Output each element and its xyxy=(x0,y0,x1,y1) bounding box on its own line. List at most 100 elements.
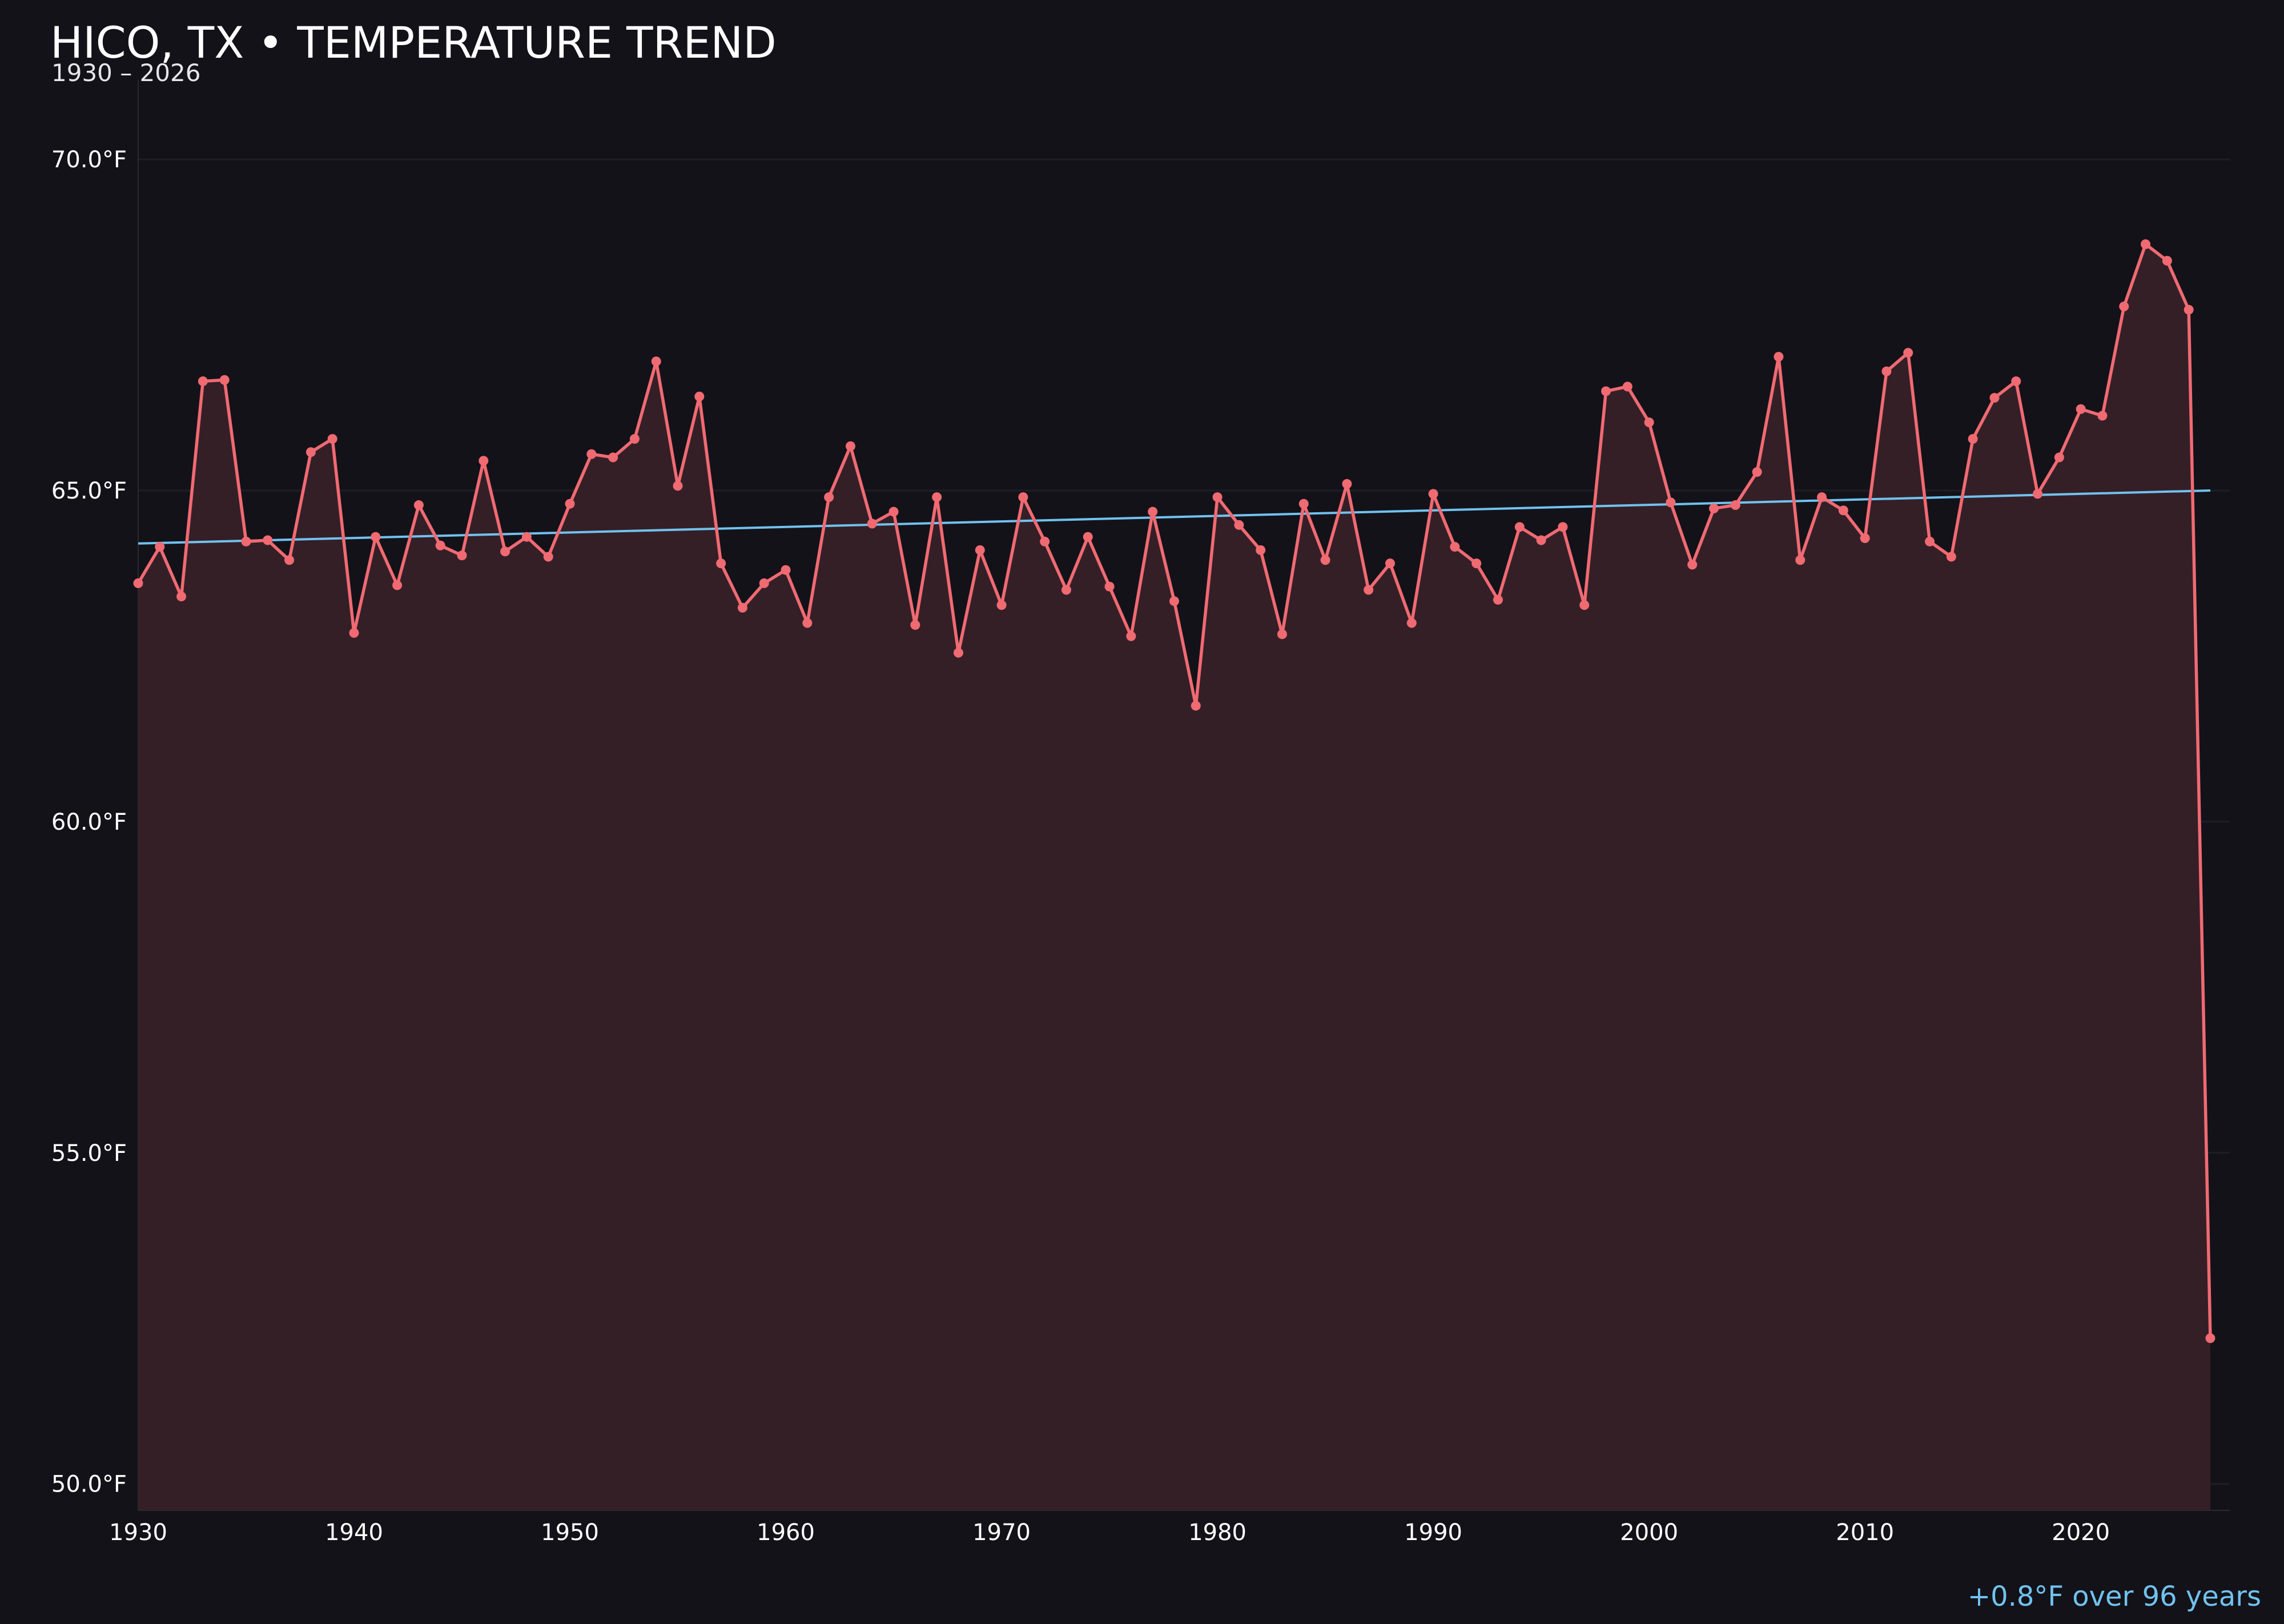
area-layer xyxy=(138,244,2210,1511)
data-point xyxy=(673,481,683,491)
trend-annotation: +0.8°F over 96 years xyxy=(1967,1581,2261,1613)
data-point xyxy=(263,535,273,545)
data-point xyxy=(1406,618,1417,628)
data-point xyxy=(1277,629,1287,640)
data-point xyxy=(1298,499,1309,509)
x-tick-label: 2000 xyxy=(1620,1520,1678,1546)
data-point xyxy=(586,449,597,459)
data-point xyxy=(1514,522,1525,532)
data-point xyxy=(349,628,359,638)
data-point xyxy=(1579,600,1590,610)
data-point xyxy=(845,441,855,451)
data-point xyxy=(219,375,230,385)
x-tick-label: 2020 xyxy=(2052,1520,2110,1546)
data-point xyxy=(2076,404,2086,414)
x-tick-label: 1990 xyxy=(1404,1520,1462,1546)
data-point xyxy=(629,434,640,444)
data-point xyxy=(932,492,942,503)
data-point xyxy=(2119,302,2129,312)
data-point xyxy=(1903,348,1913,358)
data-point xyxy=(1968,434,1978,444)
data-point xyxy=(1126,631,1136,641)
data-point xyxy=(1364,585,1374,595)
data-point xyxy=(1083,532,1093,542)
data-point xyxy=(867,518,877,529)
data-point xyxy=(1061,585,1071,595)
data-point xyxy=(975,545,985,555)
data-point xyxy=(133,578,143,588)
data-point xyxy=(737,602,747,613)
data-point xyxy=(608,452,618,463)
data-point xyxy=(1795,555,1806,565)
data-point xyxy=(1774,352,1784,362)
data-point xyxy=(1989,393,2000,403)
data-point xyxy=(176,592,187,602)
tick-layer: 50.0°F 55.0°F 60.0°F 65.0°F 70.0°F 1930 1940 19… xyxy=(51,147,2110,1546)
data-point xyxy=(1493,594,1503,605)
data-point xyxy=(155,542,165,552)
data-point xyxy=(716,558,726,569)
y-tick-label: 65.0°F xyxy=(51,478,127,504)
data-point xyxy=(996,600,1007,610)
x-tick-label: 1960 xyxy=(757,1520,815,1546)
data-point xyxy=(1622,381,1632,392)
data-point xyxy=(413,500,424,510)
data-point xyxy=(284,555,295,565)
data-point xyxy=(457,550,467,561)
data-point xyxy=(500,546,510,557)
data-point xyxy=(1666,497,1676,508)
data-point xyxy=(1817,492,1827,503)
data-point xyxy=(1946,552,1956,562)
data-point xyxy=(1601,386,1611,396)
data-point xyxy=(2184,304,2194,315)
data-point xyxy=(1644,417,1654,428)
data-point xyxy=(1558,522,1568,532)
data-point xyxy=(2033,489,2043,499)
data-point xyxy=(392,580,403,590)
data-point xyxy=(1256,545,1266,555)
data-point xyxy=(694,391,705,401)
chart-title: HICO, TX • TEMPERATURE TREND xyxy=(50,17,777,68)
data-point xyxy=(910,620,920,630)
x-tick-label: 1970 xyxy=(972,1520,1031,1546)
data-point xyxy=(305,447,316,457)
data-point xyxy=(651,356,661,367)
data-point xyxy=(1752,467,1762,477)
data-point xyxy=(1320,555,1330,565)
data-point xyxy=(953,648,963,658)
x-tick-label: 1980 xyxy=(1188,1520,1246,1546)
data-point xyxy=(1860,533,1870,544)
data-point xyxy=(1687,560,1698,570)
data-point xyxy=(1040,536,1050,546)
data-point xyxy=(781,565,791,575)
data-point xyxy=(2054,452,2064,463)
data-point xyxy=(1234,520,1244,530)
data-point xyxy=(327,434,337,444)
data-point xyxy=(759,578,769,588)
data-point xyxy=(824,492,834,503)
data-point xyxy=(1385,558,1396,569)
y-tick-label: 50.0°F xyxy=(51,1472,127,1498)
data-point xyxy=(1450,542,1460,552)
data-point xyxy=(1191,701,1201,711)
data-point xyxy=(1471,558,1482,569)
trend-layer xyxy=(138,489,2211,545)
data-point xyxy=(802,618,813,628)
data-point xyxy=(1428,489,1438,499)
data-point xyxy=(1925,536,1935,546)
data-point xyxy=(1342,479,1352,489)
data-point xyxy=(478,456,489,466)
x-tick-label: 1950 xyxy=(541,1520,599,1546)
data-point xyxy=(1838,505,1848,516)
data-point xyxy=(2097,411,2108,421)
y-tick-label: 60.0°F xyxy=(51,809,127,835)
x-tick-label: 1930 xyxy=(109,1520,167,1546)
points-layer xyxy=(133,239,2215,1343)
x-tick-label: 1940 xyxy=(325,1520,383,1546)
trend-line xyxy=(138,489,2211,545)
data-point xyxy=(565,499,575,509)
chart-subtitle: 1930 – 2026 xyxy=(51,59,201,87)
data-point xyxy=(1018,492,1028,503)
data-point xyxy=(1730,500,1740,510)
